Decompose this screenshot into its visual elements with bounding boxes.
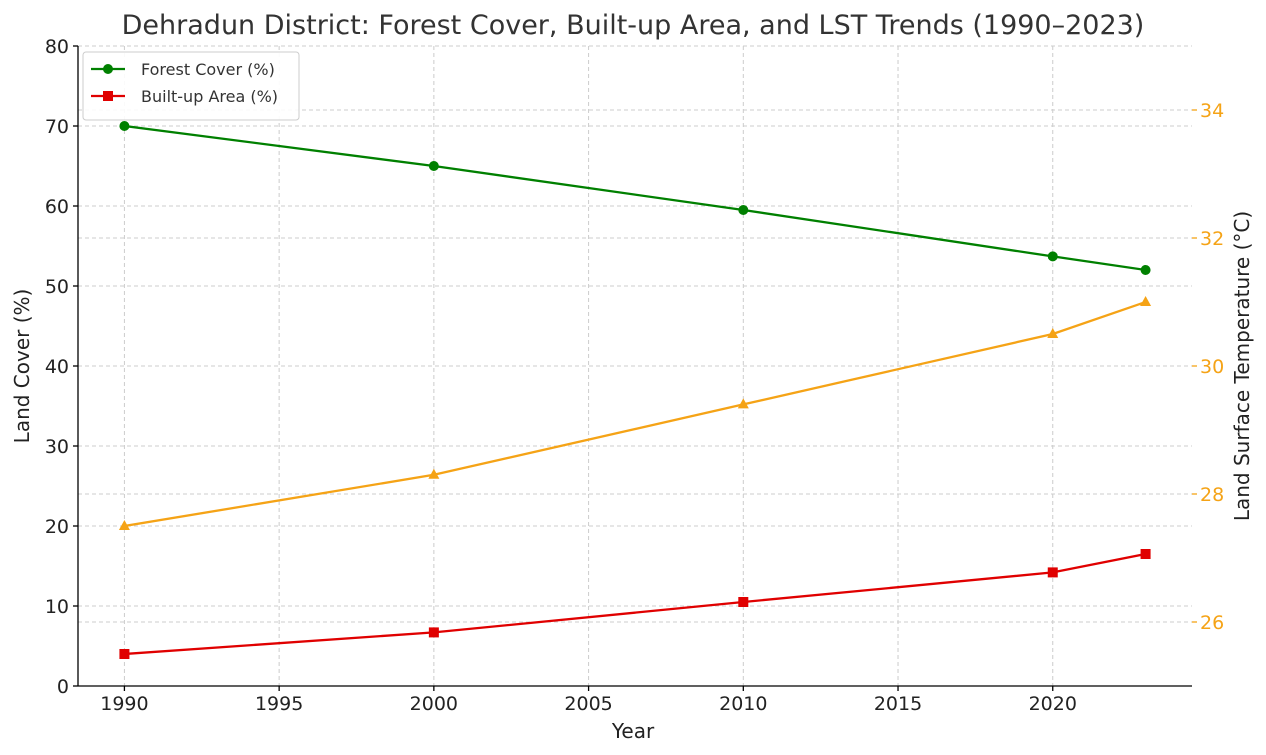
x-tick-label: 2015 xyxy=(874,693,922,715)
data-point xyxy=(738,597,749,607)
series-line xyxy=(124,124,1146,272)
y-tick-label: 30 xyxy=(45,436,69,458)
data-point xyxy=(738,205,749,215)
x-tick-label: 2010 xyxy=(719,693,767,715)
data-point xyxy=(1140,265,1151,275)
y-tick-label: 10 xyxy=(45,596,69,618)
x-tick-label: 2005 xyxy=(564,693,612,715)
y2-tick-label: 30 xyxy=(1200,356,1224,378)
x-tick-label: 1990 xyxy=(100,693,148,715)
series-0 xyxy=(119,121,1151,275)
data-point xyxy=(428,161,439,171)
y-tick-label: 50 xyxy=(45,276,69,298)
data-point xyxy=(428,627,439,638)
y2-tick-label: 28 xyxy=(1200,484,1224,506)
data-point xyxy=(119,121,130,131)
legend-box xyxy=(82,51,300,121)
x-tick-label: 2000 xyxy=(410,693,458,715)
data-point xyxy=(737,398,749,409)
y2-tick-label: 34 xyxy=(1200,100,1224,122)
y2-tick-label: 32 xyxy=(1200,228,1224,250)
y-tick-label: 20 xyxy=(45,516,69,538)
data-point xyxy=(118,520,130,530)
data-point xyxy=(428,468,440,479)
y-tick-label: 70 xyxy=(45,116,69,138)
series xyxy=(118,121,1152,659)
legend-marker xyxy=(103,64,113,74)
y-axis-label: Land Cover (%) xyxy=(10,289,34,444)
data-point xyxy=(1047,567,1058,578)
legend: Forest Cover (%) Built-up Area (%) xyxy=(82,51,300,121)
data-point xyxy=(1140,549,1151,559)
x-tick-label: 1995 xyxy=(255,693,303,715)
series-line xyxy=(124,300,1146,528)
legend-marker xyxy=(103,91,113,101)
y-tick-label: 80 xyxy=(45,36,69,58)
y-tick-label: 60 xyxy=(45,196,69,218)
series-line xyxy=(124,552,1146,656)
chart-title: Dehradun District: Forest Cover, Built-u… xyxy=(122,10,1145,41)
x-tick-label: 2020 xyxy=(1029,693,1077,715)
series-2 xyxy=(118,296,1152,530)
axes: 1990 1995 2000 2005 2010 2015 2020 0 10 20 30 40 50 6… xyxy=(45,36,1224,715)
y2-tick-label: 26 xyxy=(1200,612,1224,634)
x-axis-label: Year xyxy=(611,719,655,743)
data-point xyxy=(1047,328,1059,338)
y-tick-label: 0 xyxy=(57,676,69,698)
y-tick-label: 40 xyxy=(45,356,69,378)
y2-axis-label: Land Surface Temperature (°C) xyxy=(1230,211,1254,521)
legend-entry: Forest Cover (%) xyxy=(141,60,275,79)
legend-entry: Built-up Area (%) xyxy=(141,87,278,106)
data-point xyxy=(119,649,130,659)
data-point xyxy=(1140,296,1152,306)
data-point xyxy=(1047,251,1058,262)
series-1 xyxy=(119,549,1151,659)
